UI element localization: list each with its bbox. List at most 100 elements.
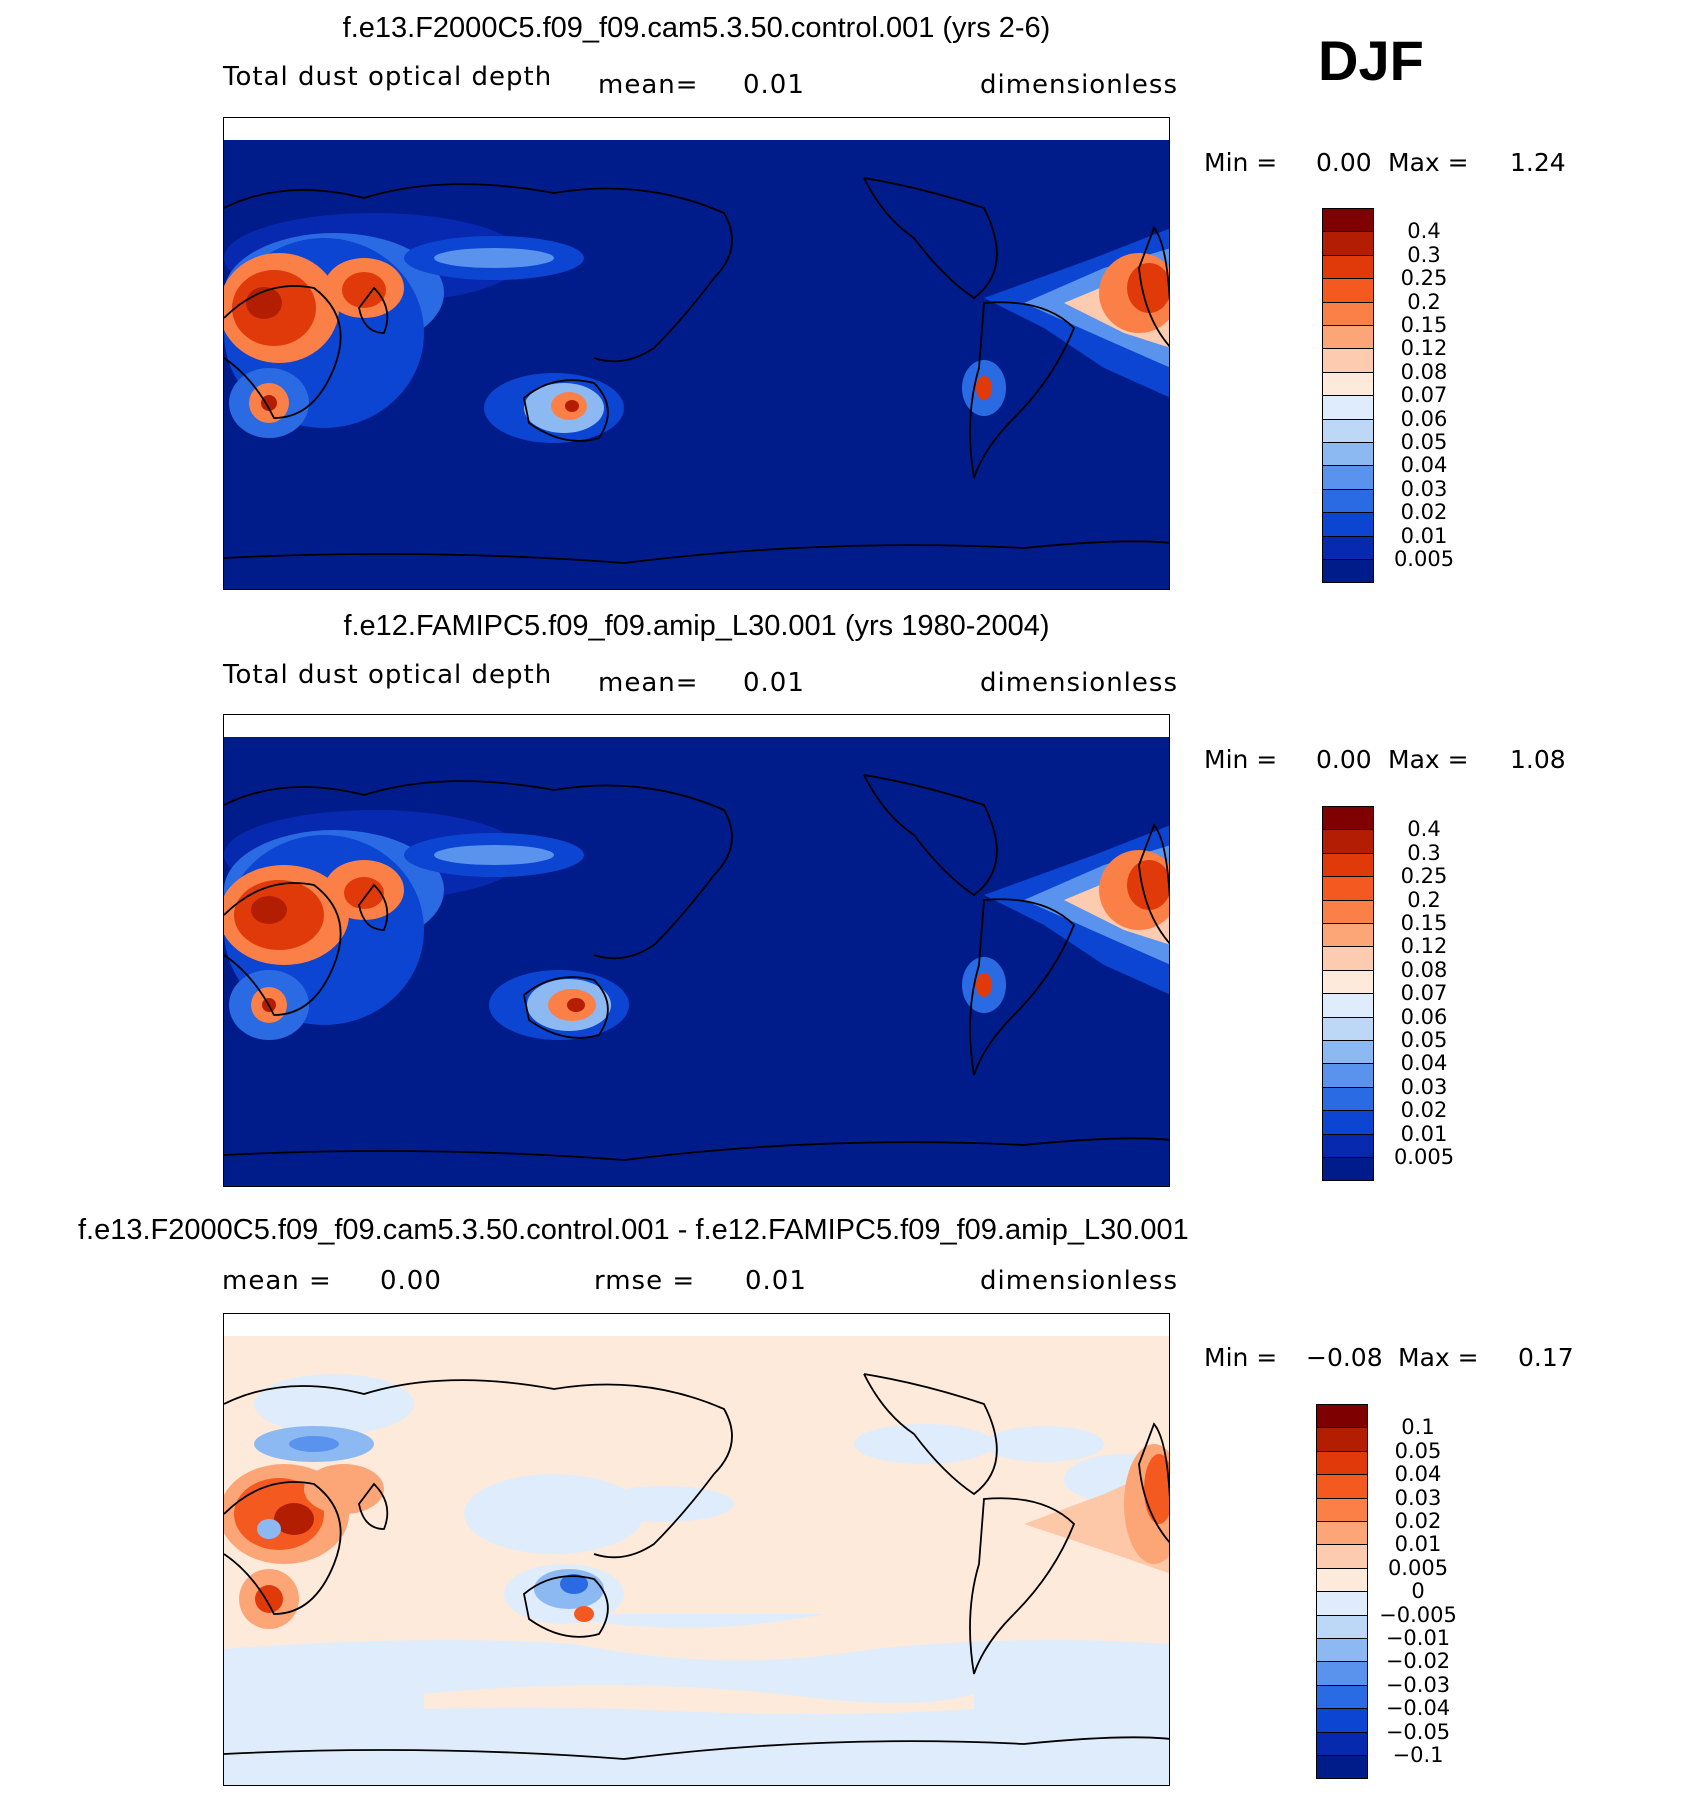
colorbar-tick-label: −0.04 (1385, 1696, 1451, 1721)
colorbar-tick-label: 0.04 (1400, 1051, 1448, 1076)
colorbar-swatch (1322, 488, 1374, 514)
colorbar-swatch (1316, 1497, 1368, 1522)
colorbar-swatch (1322, 946, 1374, 971)
colorbar-tick-label: 0.02 (1394, 1509, 1442, 1533)
colorbar-swatch (1322, 876, 1374, 901)
colorbar-swatch (1322, 1110, 1374, 1135)
colorbar-tick-label: 0.07 (1400, 383, 1448, 408)
panel3-min-value: −0.08 (1306, 1343, 1383, 1372)
panel2-variable: Total dust optical depth (223, 660, 553, 690)
colorbar-swatch (1322, 852, 1374, 878)
colorbar-swatch (1316, 1450, 1368, 1476)
colorbar-swatch (1322, 969, 1374, 995)
colorbar-tick-label: 0.12 (1400, 934, 1448, 959)
colorbar-swatch (1322, 301, 1374, 326)
colorbar-tick-label: 0.25 (1400, 266, 1448, 291)
colorbar-swatch (1316, 1661, 1368, 1686)
colorbar-swatch (1316, 1427, 1368, 1452)
panel3-mean-label: mean = (222, 1266, 332, 1296)
panel2-max-value: 1.08 (1510, 745, 1566, 774)
colorbar-tick-label: 0.4 (1407, 219, 1441, 244)
colorbar-tick-label: 0.15 (1400, 313, 1448, 337)
colorbar-swatch (1322, 418, 1374, 443)
panel2-title: f.e12.FAMIPC5.f09_f09.amip_L30.001 (yrs … (343, 610, 1050, 642)
colorbar-swatch (1316, 1567, 1368, 1593)
colorbar-tick-label: 0.03 (1400, 476, 1448, 501)
colorbar-swatch (1316, 1731, 1368, 1756)
colorbar-swatch (1322, 1063, 1374, 1088)
colorbar-swatch (1316, 1521, 1368, 1546)
colorbar-tick-label: 0.05 (1400, 430, 1448, 454)
season-label: DJF (1318, 29, 1424, 92)
colorbar-tick-label: 0.3 (1407, 242, 1441, 267)
colorbar-tick-label: 0.2 (1407, 887, 1441, 912)
colorbar-swatch (1322, 1133, 1374, 1158)
colorbar-tick-label: 0.08 (1400, 957, 1448, 982)
colorbar-tick-label: 0.25 (1400, 864, 1448, 889)
colorbar-tick-label: 0.04 (1400, 453, 1448, 478)
panel1-mean-value: 0.01 (743, 70, 805, 100)
colorbar-swatch (1316, 1544, 1368, 1569)
colorbar-tick-label: −0.03 (1385, 1672, 1451, 1697)
colorbar-swatch (1322, 512, 1374, 537)
colorbar-swatch (1316, 1474, 1368, 1499)
colorbar-swatch (1322, 395, 1374, 420)
colorbar-swatch (1322, 254, 1374, 280)
panel1-map (223, 117, 1170, 590)
panel3-max-value: 0.17 (1518, 1343, 1574, 1372)
panel3-title: f.e13.F2000C5.f09_f09.cam5.3.50.control.… (78, 1214, 1189, 1246)
colorbar-tick-label: −0.1 (1392, 1743, 1444, 1767)
colorbar-swatch (1322, 1157, 1374, 1182)
colorbar-tick-label: 0.08 (1400, 359, 1448, 384)
colorbar-tick-label: 0.005 (1393, 547, 1455, 571)
colorbar-tick-label: 0.05 (1400, 1028, 1448, 1052)
colorbar-swatch (1322, 1086, 1374, 1112)
colorbar-tick-label: 0.06 (1400, 406, 1448, 431)
colorbar-tick-label: 0.12 (1400, 336, 1448, 361)
panel1-max-value: 1.24 (1510, 148, 1566, 177)
colorbar-tick-label: −0.02 (1385, 1649, 1451, 1674)
colorbar-swatch (1322, 325, 1374, 350)
panel1-units: dimensionless (980, 70, 1178, 100)
colorbar-tick-label: 0.01 (1394, 1532, 1442, 1557)
colorbar-swatch (1316, 1684, 1368, 1710)
colorbar-tick-label: −0.01 (1385, 1626, 1451, 1650)
panel3-mean-value: 0.00 (380, 1266, 442, 1296)
colorbar-swatch (1316, 1755, 1368, 1780)
colorbar-swatch (1322, 559, 1374, 584)
colorbar-tick-label: 0.04 (1394, 1462, 1442, 1487)
colorbar-swatch (1322, 535, 1374, 560)
colorbar-swatch (1322, 923, 1374, 948)
panel2-mean-label: mean= (598, 668, 699, 698)
colorbar-tick-label: 0.005 (1387, 1555, 1449, 1580)
panel3-units: dimensionless (980, 1266, 1178, 1296)
panel1-mean-label: mean= (598, 70, 699, 100)
panel3-map-field (224, 1336, 1169, 1785)
panel1-title: f.e13.F2000C5.f09_f09.cam5.3.50.control.… (342, 12, 1051, 44)
colorbar-swatch (1322, 278, 1374, 303)
panel3-max-label: Max = (1398, 1343, 1479, 1372)
colorbar-swatch (1322, 348, 1374, 373)
colorbar-swatch (1322, 1040, 1374, 1065)
colorbar-tick-label: 0.2 (1407, 289, 1441, 314)
colorbar-swatch (1322, 231, 1374, 256)
panel3-rmse-value: 0.01 (745, 1266, 807, 1296)
colorbar-swatch (1322, 442, 1374, 467)
colorbar-swatch (1316, 1638, 1368, 1663)
panel1-min-label: Min = (1204, 148, 1278, 177)
colorbar-swatch (1316, 1404, 1368, 1429)
colorbar-swatch (1322, 208, 1374, 233)
colorbar-swatch (1316, 1591, 1368, 1616)
panel2-min-value: 0.00 (1316, 745, 1372, 774)
colorbar-swatch (1322, 1016, 1374, 1041)
panel1-max-label: Max = (1388, 148, 1469, 177)
colorbar-tick-label: 0.07 (1400, 981, 1448, 1006)
colorbar-tick-label: 0.1 (1401, 1415, 1435, 1440)
colorbar-tick-label: 0.02 (1400, 1098, 1448, 1123)
colorbar-tick-label: 0.4 (1407, 817, 1441, 842)
colorbar-tick-label: −0.005 (1379, 1602, 1457, 1627)
colorbar-tick-label: 0.01 (1400, 523, 1448, 548)
panel2-units: dimensionless (980, 668, 1178, 698)
colorbar-swatch (1322, 465, 1374, 490)
panel2-map-field (224, 737, 1169, 1186)
